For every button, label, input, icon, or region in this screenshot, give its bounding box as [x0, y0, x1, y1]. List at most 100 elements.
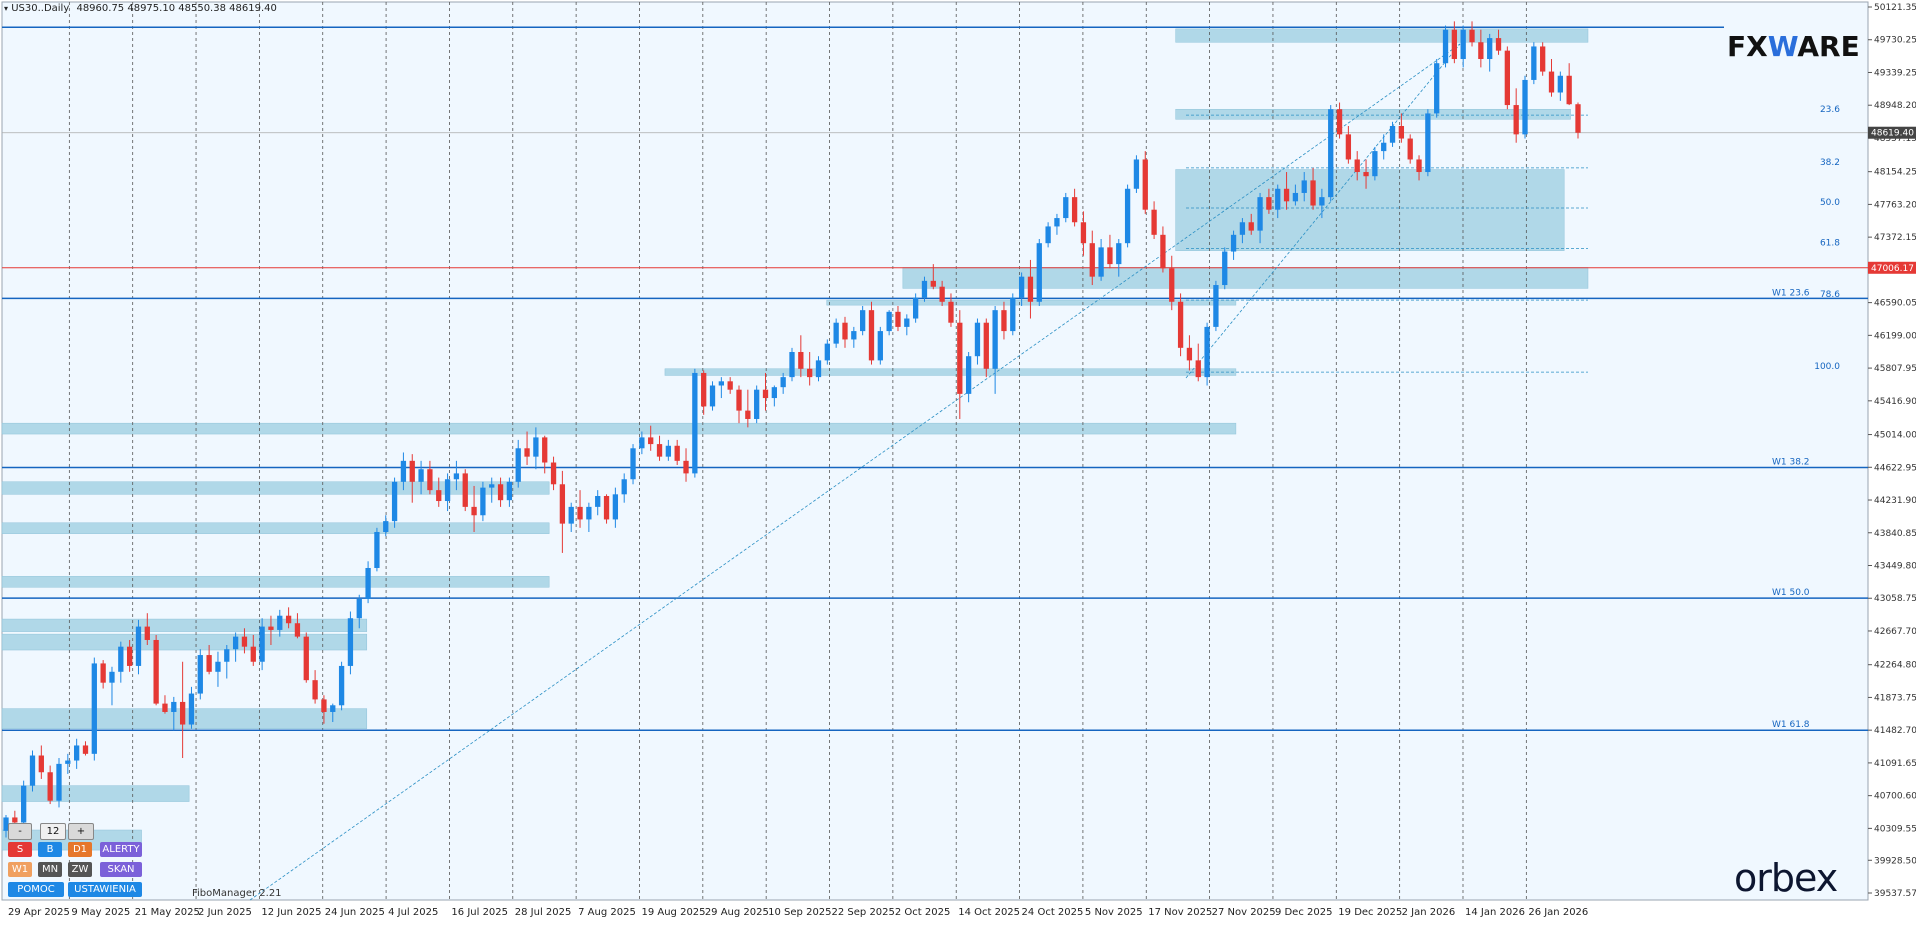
- candle-body[interactable]: [347, 618, 354, 666]
- candle-body[interactable]: [294, 623, 301, 637]
- candle-body[interactable]: [1540, 46, 1546, 72]
- candle-body[interactable]: [82, 745, 89, 754]
- candle-body[interactable]: [586, 506, 592, 520]
- candle-body[interactable]: [780, 377, 786, 388]
- candle-body[interactable]: [471, 506, 477, 516]
- candle-body[interactable]: [877, 331, 883, 361]
- candle-body[interactable]: [1310, 180, 1316, 206]
- candle-body[interactable]: [38, 755, 44, 773]
- candle-body[interactable]: [171, 701, 177, 712]
- candle-body[interactable]: [568, 506, 574, 524]
- candle-body[interactable]: [12, 817, 18, 823]
- candle-body[interactable]: [1451, 29, 1458, 60]
- candle-body[interactable]: [1566, 75, 1572, 105]
- candle-body[interactable]: [444, 479, 451, 502]
- candle-body[interactable]: [1575, 104, 1581, 133]
- candle-body[interactable]: [188, 693, 195, 725]
- w1-button[interactable]: W1: [8, 862, 32, 877]
- scan-button[interactable]: SKAN: [100, 862, 142, 877]
- candle-body[interactable]: [56, 763, 62, 801]
- candle-body[interactable]: [303, 636, 309, 681]
- alerts-button[interactable]: ALERTY: [100, 842, 142, 857]
- candle-body[interactable]: [736, 389, 742, 411]
- candle-body[interactable]: [1116, 243, 1122, 265]
- candle-body[interactable]: [577, 506, 583, 520]
- candle-body[interactable]: [1142, 159, 1148, 210]
- candle-body[interactable]: [1442, 29, 1449, 64]
- candle-body[interactable]: [1010, 297, 1016, 332]
- candle-body[interactable]: [1036, 243, 1042, 302]
- d1-button[interactable]: D1: [68, 842, 92, 857]
- candle-body[interactable]: [480, 487, 486, 516]
- candle-body[interactable]: [462, 473, 468, 507]
- candle-body[interactable]: [224, 649, 230, 662]
- zw-button[interactable]: ZW: [68, 862, 92, 877]
- settings-button[interactable]: USTAWIENIA: [68, 882, 142, 897]
- candle-body[interactable]: [91, 663, 97, 754]
- candle-body[interactable]: [109, 671, 115, 683]
- candle-body[interactable]: [400, 460, 407, 482]
- candle-body[interactable]: [983, 322, 989, 369]
- candle-body[interactable]: [745, 410, 751, 419]
- candle-body[interactable]: [550, 462, 557, 485]
- candle-body[interactable]: [851, 331, 857, 340]
- candle-body[interactable]: [321, 699, 327, 712]
- candle-body[interactable]: [259, 626, 265, 662]
- candle-body[interactable]: [1204, 326, 1210, 378]
- candle-body[interactable]: [842, 322, 848, 340]
- candle-body[interactable]: [29, 755, 36, 786]
- candle-body[interactable]: [1027, 276, 1034, 302]
- dropdown-icon[interactable]: ▾: [4, 4, 9, 13]
- candle-body[interactable]: [754, 389, 760, 419]
- candle-body[interactable]: [1045, 226, 1051, 244]
- candle-body[interactable]: [1504, 50, 1510, 106]
- candle-body[interactable]: [1398, 125, 1405, 139]
- candle-body[interactable]: [533, 437, 539, 457]
- candle-body[interactable]: [895, 311, 901, 327]
- candle-body[interactable]: [612, 494, 619, 520]
- candle-body[interactable]: [250, 646, 256, 662]
- candle-body[interactable]: [824, 343, 830, 361]
- candle-body[interactable]: [215, 661, 221, 672]
- candle-body[interactable]: [1213, 285, 1219, 327]
- candle-body[interactable]: [74, 745, 80, 761]
- step-value[interactable]: 12: [40, 823, 66, 840]
- candle-body[interactable]: [515, 448, 521, 482]
- candle-body[interactable]: [1266, 197, 1272, 210]
- candle-body[interactable]: [948, 301, 954, 323]
- candle-body[interactable]: [603, 495, 610, 520]
- candle-body[interactable]: [665, 445, 672, 457]
- candle-body[interactable]: [648, 437, 654, 445]
- candle-body[interactable]: [1018, 276, 1025, 298]
- candle-body[interactable]: [153, 639, 159, 704]
- candle-body[interactable]: [718, 381, 724, 386]
- mn-button[interactable]: MN: [38, 862, 62, 877]
- candle-body[interactable]: [1407, 138, 1413, 160]
- candle-body[interactable]: [868, 310, 875, 361]
- candle-body[interactable]: [974, 322, 981, 357]
- candle-body[interactable]: [789, 352, 795, 378]
- candle-body[interactable]: [1283, 188, 1290, 202]
- candle-body[interactable]: [232, 636, 239, 650]
- candle-body[interactable]: [453, 473, 460, 480]
- plus-button[interactable]: +: [68, 823, 94, 840]
- candle-body[interactable]: [1195, 360, 1201, 378]
- candle-body[interactable]: [135, 626, 142, 666]
- candle-body[interactable]: [656, 444, 663, 457]
- candle-body[interactable]: [1336, 109, 1343, 135]
- candle-body[interactable]: [427, 469, 433, 491]
- candle-body[interactable]: [692, 372, 698, 474]
- candle-body[interactable]: [595, 495, 601, 507]
- candle-body[interactable]: [860, 310, 866, 332]
- candle-body[interactable]: [1107, 247, 1113, 265]
- candle-body[interactable]: [1230, 234, 1237, 252]
- candle-body[interactable]: [409, 460, 415, 482]
- candle-body[interactable]: [798, 352, 804, 369]
- minus-button[interactable]: -: [8, 823, 32, 840]
- candle-body[interactable]: [912, 297, 919, 319]
- candle-body[interactable]: [930, 280, 936, 287]
- candle-body[interactable]: [197, 655, 203, 694]
- candle-body[interactable]: [904, 318, 910, 327]
